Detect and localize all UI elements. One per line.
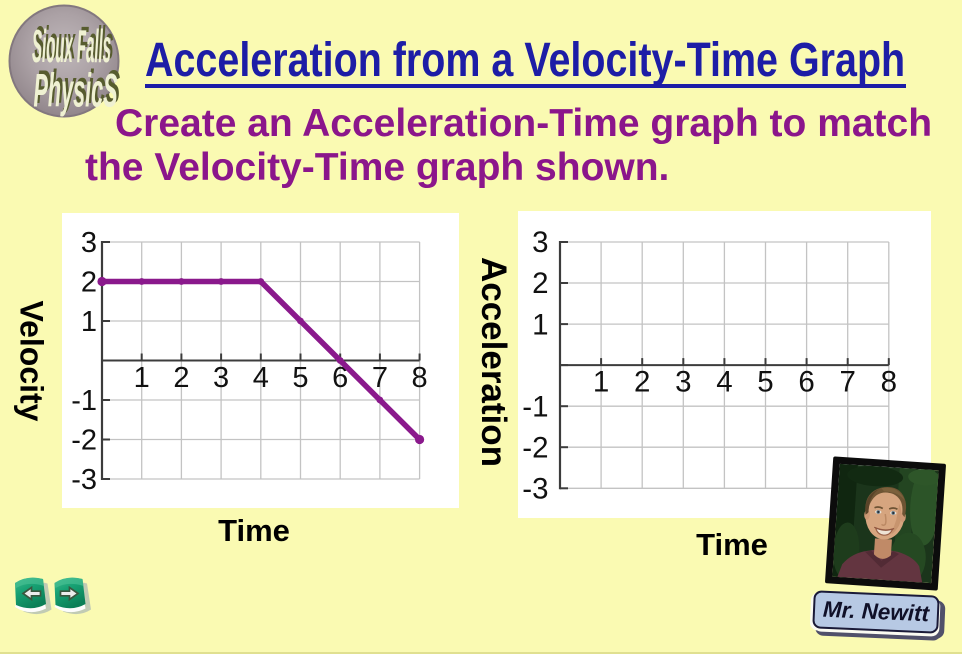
svg-text:1: 1 — [81, 306, 97, 338]
svg-text:1: 1 — [134, 362, 150, 394]
svg-text:4: 4 — [716, 366, 732, 399]
svg-text:4: 4 — [253, 362, 269, 394]
svg-text:3: 3 — [532, 226, 548, 259]
svg-text:5: 5 — [757, 366, 773, 399]
svg-text:3: 3 — [675, 366, 691, 399]
svg-text:3: 3 — [213, 362, 229, 394]
svg-text:1: 1 — [532, 308, 548, 341]
svg-text:-3: -3 — [71, 464, 97, 496]
svg-text:8: 8 — [881, 366, 897, 399]
svg-text:-2: -2 — [522, 431, 548, 464]
svg-text:5: 5 — [292, 362, 308, 394]
svg-text:Sioux Falls: Sioux Falls — [32, 20, 111, 72]
svg-text:Sioux Falls: Sioux Falls — [35, 17, 114, 69]
svg-text:-1: -1 — [522, 390, 548, 423]
svg-text:-1: -1 — [71, 385, 97, 417]
svg-text:8: 8 — [412, 362, 428, 394]
svg-text:3: 3 — [81, 227, 97, 259]
svg-text:7: 7 — [839, 366, 855, 399]
svg-text:PhysicS: PhysicS — [34, 64, 118, 117]
svg-text:6: 6 — [798, 366, 814, 399]
svg-text:2: 2 — [532, 267, 548, 300]
svg-text:6: 6 — [332, 362, 348, 394]
svg-text:-3: -3 — [522, 473, 548, 506]
svg-text:7: 7 — [372, 362, 388, 394]
svg-text:1: 1 — [593, 366, 609, 399]
svg-text:2: 2 — [173, 362, 189, 394]
svg-text:-2: -2 — [71, 425, 97, 457]
svg-text:PhysicS: PhysicS — [36, 60, 120, 113]
svg-text:2: 2 — [634, 366, 650, 399]
svg-text:2: 2 — [81, 267, 97, 299]
